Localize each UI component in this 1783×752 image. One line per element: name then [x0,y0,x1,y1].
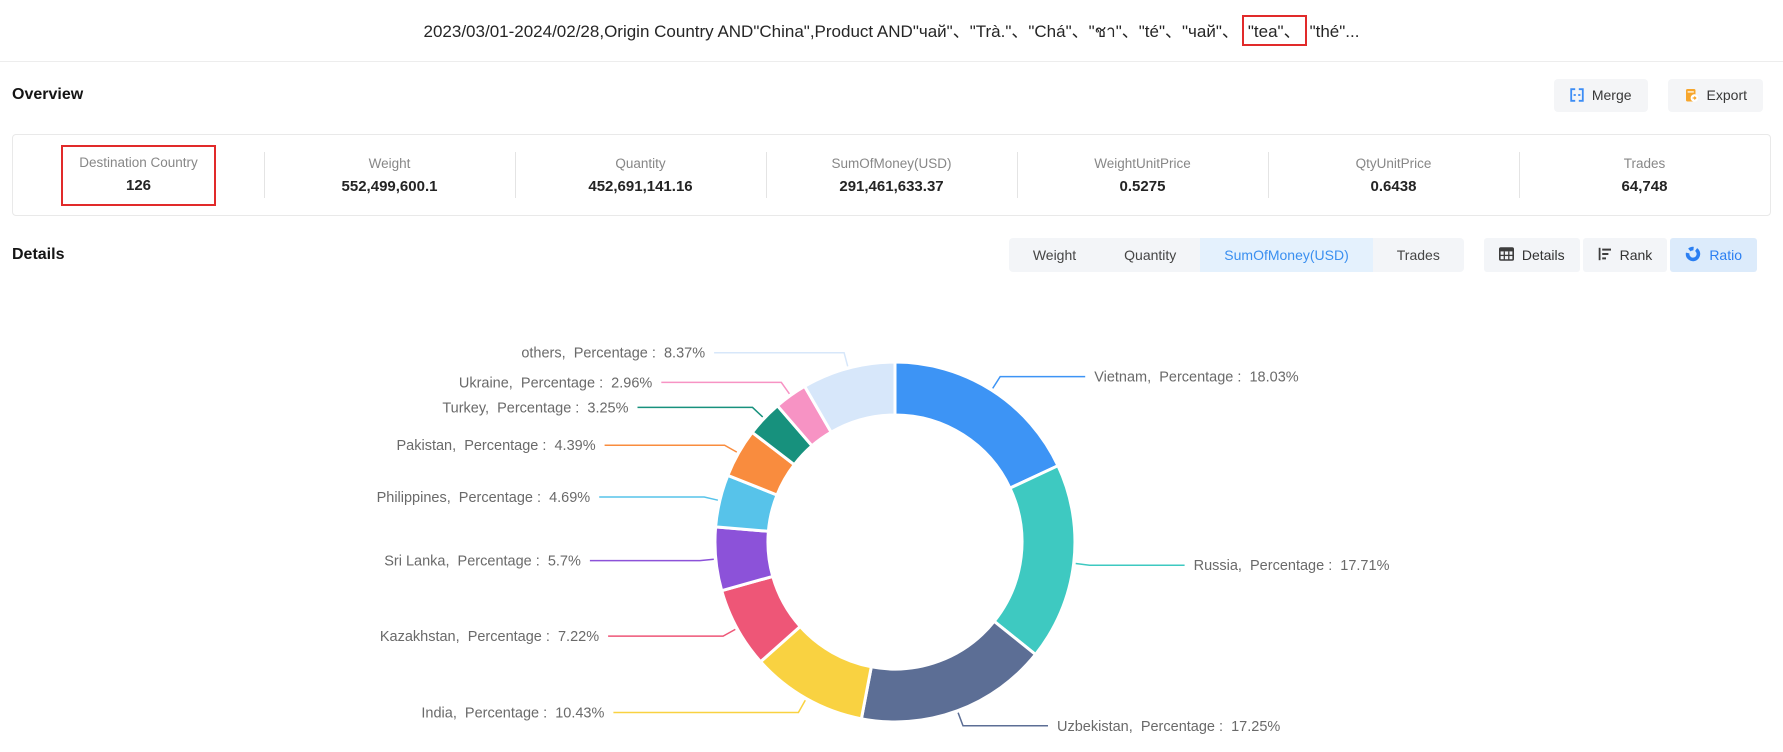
pie-label-turkey: Turkey, Percentage : 3.25% [442,400,628,416]
stat-value: 0.5275 [1119,177,1166,195]
destination-country-highlight-box: Destination Country 126 [61,144,216,206]
pie-label-line [637,406,764,418]
pie-label-line [1075,562,1185,566]
title-text-before: 2023/03/01-2024/02/28,Origin Country AND… [423,22,1239,41]
details-controls: Weight Quantity SumOfMoney(USD) Trades D… [1008,238,1757,272]
tab-weight[interactable]: Weight [1008,238,1101,272]
pie-label-line [992,375,1086,389]
table-icon [1498,246,1514,264]
tab-sum-of-money[interactable]: SumOfMoney(USD) [1200,238,1373,272]
pie-label-line [957,712,1048,727]
stat-value: 452,691,141.16 [588,177,693,195]
pie-label-philippines: Philippines, Percentage : 4.69% [377,490,591,506]
pie-slice-uzbekistan[interactable] [859,619,1038,724]
stat-destination-country: Destination Country 126 [13,135,264,215]
query-title-bar: 2023/03/01-2024/02/28,Origin Country AND… [0,0,1783,62]
stat-quantity: Quantity 452,691,141.16 [515,135,766,215]
title-text-after: "thé"... [1309,22,1360,41]
view-rank-button[interactable]: Rank [1582,238,1668,272]
pie-label-others: others, Percentage : 8.37% [521,346,705,362]
stat-weight-unit-price: WeightUnitPrice 0.5275 [1017,135,1268,215]
stat-trades: Trades 64,748 [1519,135,1770,215]
stat-label: QtyUnitPrice [1355,155,1432,171]
stat-weight: Weight 552,499,600.1 [264,135,515,215]
pie-label-line [714,351,849,367]
overview-heading: Overview [12,86,84,103]
view-rank-label: Rank [1619,247,1653,263]
title-highlight-box: "tea"、 [1241,15,1307,46]
pie-label-line [608,628,736,637]
pie-label-pakistan: Pakistan, Percentage : 4.39% [397,438,596,454]
pie-label-line [613,699,806,714]
details-heading: Details [12,246,65,263]
tab-trades[interactable]: Trades [1372,238,1464,272]
view-ratio-label: Ratio [1709,247,1742,263]
stat-label: WeightUnitPrice [1094,155,1191,171]
pie-label-uzbekistan: Uzbekistan, Percentage : 17.25% [1057,719,1280,735]
stat-label: Weight [368,155,411,171]
pie-label-india: India, Percentage : 10.43% [421,706,604,722]
export-button-label: Export [1706,87,1747,103]
stat-value: 291,461,633.37 [839,177,944,195]
stat-label: Trades [1623,155,1666,171]
view-ratio-button[interactable]: Ratio [1670,238,1757,272]
overview-stats-card: Destination Country 126 Weight 552,499,6… [12,134,1771,216]
pie-label-line [589,558,714,562]
rank-bars-icon [1598,247,1612,264]
export-document-icon [1684,88,1699,103]
stat-label: SumOfMoney(USD) [831,155,952,171]
stat-value: 126 [125,176,152,194]
stat-label: Destination Country [79,154,198,170]
stat-value: 552,499,600.1 [341,177,438,195]
stat-sum-of-money: SumOfMoney(USD) 291,461,633.37 [766,135,1017,215]
view-tab-group: Details Rank [1483,238,1757,272]
pie-label-line [661,381,791,395]
view-details-button[interactable]: Details [1483,238,1580,272]
view-details-label: Details [1521,247,1565,263]
pie-label-kazakhstan: Kazakhstan, Percentage : 7.22% [380,629,599,645]
tab-quantity[interactable]: Quantity [1100,238,1201,272]
merge-icon [1570,88,1584,102]
page-title: 2023/03/01-2024/02/28,Origin Country AND… [423,15,1360,46]
merge-button-label: Merge [1591,87,1632,103]
pie-slice-russia[interactable] [992,463,1077,657]
pie-label-line [604,444,738,453]
stat-qty-unit-price: QtyUnitPrice 0.6438 [1268,135,1519,215]
pie-slice-vietnam[interactable] [893,360,1060,491]
donut-chart-icon [1685,246,1701,265]
metric-tab-group: Weight Quantity SumOfMoney(USD) Trades [1008,238,1464,272]
pie-label-line [599,496,719,501]
merge-button[interactable]: Merge [1553,78,1648,112]
export-button[interactable]: Export [1667,78,1763,112]
stat-label: Quantity [615,155,666,171]
pie-label-ukraine: Ukraine, Percentage : 2.96% [459,375,653,391]
stat-value: 0.6438 [1370,177,1417,195]
pie-label-russia: Russia, Percentage : 17.71% [1194,558,1390,574]
stat-value: 64,748 [1621,177,1668,195]
pie-slice-others[interactable] [802,360,897,435]
overview-actions: Merge Export [1553,78,1763,112]
pie-label-sri-lanka: Sri Lanka, Percentage : 5.7% [384,554,581,570]
pie-label-vietnam: Vietnam, Percentage : 18.03% [1094,370,1299,386]
